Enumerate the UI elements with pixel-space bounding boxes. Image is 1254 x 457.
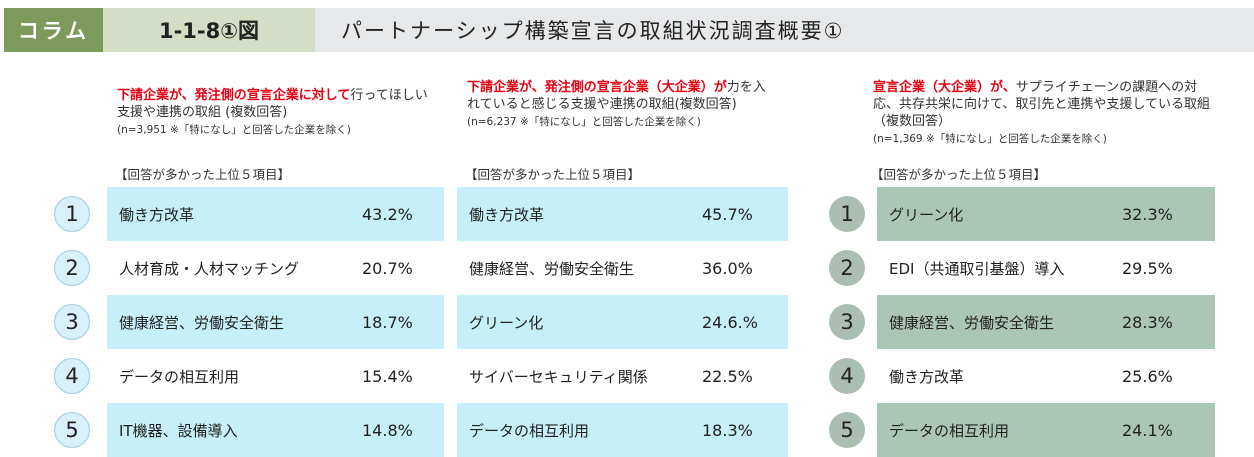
item-percent: 24.6.%: [702, 312, 758, 332]
item-label: IT機器、設備導入: [119, 421, 238, 440]
item-percent: 24.1%: [1122, 420, 1173, 440]
item-label: データの相互利用: [469, 421, 590, 440]
top5-heading: 【回答が多かった上位５項目】: [871, 167, 1047, 182]
top5-heading: 【回答が多かった上位５項目】: [115, 167, 291, 182]
sample-note: (n=1,369 ※「特になし」と回答した企業を除く): [873, 133, 1107, 145]
ranking-row: グリーン化 24.6.%: [457, 295, 788, 349]
highlight-text: 下請企業が、発注側の宣言企業に対して: [117, 88, 351, 103]
item-percent: 14.8%: [362, 420, 413, 440]
panel-description: 宣言企業（大企業）が、サプライチェーンの課題への対応、共存共栄に向けて、取引先と…: [873, 79, 1213, 148]
item-percent: 20.7%: [362, 258, 413, 278]
ranking-row: IT機器、設備導入 14.8%: [107, 403, 444, 457]
item-percent: 15.4%: [362, 366, 413, 386]
ranking-row: 健康経営、労働安全衛生 28.3%: [877, 295, 1215, 349]
ranking-row: 働き方改革 45.7%: [457, 187, 788, 241]
item-label: 健康経営、労働安全衛生: [119, 313, 285, 332]
rank-badge: 1: [829, 196, 865, 232]
rank-badge: 3: [829, 304, 865, 340]
item-label: 健康経営、労働安全衛生: [889, 313, 1055, 332]
item-label: 健康経営、労働安全衛生: [469, 259, 635, 278]
column-tag: コラム: [4, 8, 103, 52]
item-percent: 28.3%: [1122, 312, 1173, 332]
item-label: 人材育成・人材マッチング: [119, 259, 300, 278]
item-percent: 25.6%: [1122, 366, 1173, 386]
ranking-row: データの相互利用 18.3%: [457, 403, 788, 457]
item-percent: 43.2%: [362, 204, 413, 224]
item-percent: 18.3%: [702, 420, 753, 440]
ranking-row: 健康経営、労働安全衛生 18.7%: [107, 295, 444, 349]
item-percent: 22.5%: [702, 366, 753, 386]
ranking-row: EDI（共通取引基盤）導入 29.5%: [877, 241, 1215, 295]
item-label: 働き方改革: [469, 205, 545, 224]
sample-note: (n=3,951 ※「特になし」と回答した企業を除く): [117, 124, 351, 136]
rank-badge: 2: [54, 250, 90, 286]
highlight-text: 宣言企業（大企業）が、: [873, 80, 1016, 95]
item-label: データの相互利用: [889, 421, 1010, 440]
item-label: 働き方改革: [119, 205, 195, 224]
page-title: パートナーシップ構築宣言の取組状況調査概要①: [315, 8, 1254, 52]
ranking-row: 働き方改革 43.2%: [107, 187, 444, 241]
ranking-row: データの相互利用 15.4%: [107, 349, 444, 403]
ranking-row: データの相互利用 24.1%: [877, 403, 1215, 457]
item-percent: 32.3%: [1122, 204, 1173, 224]
item-label: サイバーセキュリティ関係: [469, 367, 648, 386]
ranking-row: グリーン化 32.3%: [877, 187, 1215, 241]
item-label: 働き方改革: [889, 367, 965, 386]
rank-badge: 2: [829, 250, 865, 286]
ranking-row: 働き方改革 25.6%: [877, 349, 1215, 403]
item-label: EDI（共通取引基盤）導入: [889, 259, 1065, 278]
description-text: 行ってほしい支援や連携の取組 (複数回答): [117, 88, 428, 120]
item-percent: 29.5%: [1122, 258, 1173, 278]
rank-badge: 1: [54, 196, 90, 232]
highlight-text: 下請企業が、発注側の宣言企業（大企業）が: [467, 80, 727, 95]
panel-description: 下請企業が、発注側の宣言企業に対して行ってほしい支援や連携の取組 (複数回答) (…: [117, 87, 437, 139]
description-text: サプライチェーンの課題への対応、共存共栄に向けて、取引先と連携や支援している取組…: [873, 80, 1210, 129]
item-percent: 45.7%: [702, 204, 753, 224]
figure-number: 1-1-8①図: [103, 8, 315, 52]
panel-description: 下請企業が、発注側の宣言企業（大企業）が力を入れていると感じる支援や連携の取組(…: [467, 79, 767, 131]
item-label: データの相互利用: [119, 367, 240, 386]
description-text: 力を入れていると感じる支援や連携の取組(複数回答): [467, 80, 766, 112]
item-percent: 36.0%: [702, 258, 753, 278]
rank-badge: 5: [54, 412, 90, 448]
rank-badge: 4: [829, 358, 865, 394]
rank-badge: 5: [829, 412, 865, 448]
item-label: グリーン化: [889, 205, 964, 224]
ranking-row: サイバーセキュリティ関係 22.5%: [457, 349, 788, 403]
rank-badge: 4: [54, 358, 90, 394]
item-label: グリーン化: [469, 313, 544, 332]
ranking-row: 人材育成・人材マッチング 20.7%: [107, 241, 444, 295]
sample-note: (n=6,237 ※「特になし」と回答した企業を除く): [467, 116, 701, 128]
item-percent: 18.7%: [362, 312, 413, 332]
top5-heading: 【回答が多かった上位５項目】: [465, 167, 641, 182]
rank-badge: 3: [54, 304, 90, 340]
ranking-row: 健康経営、労働安全衛生 36.0%: [457, 241, 788, 295]
